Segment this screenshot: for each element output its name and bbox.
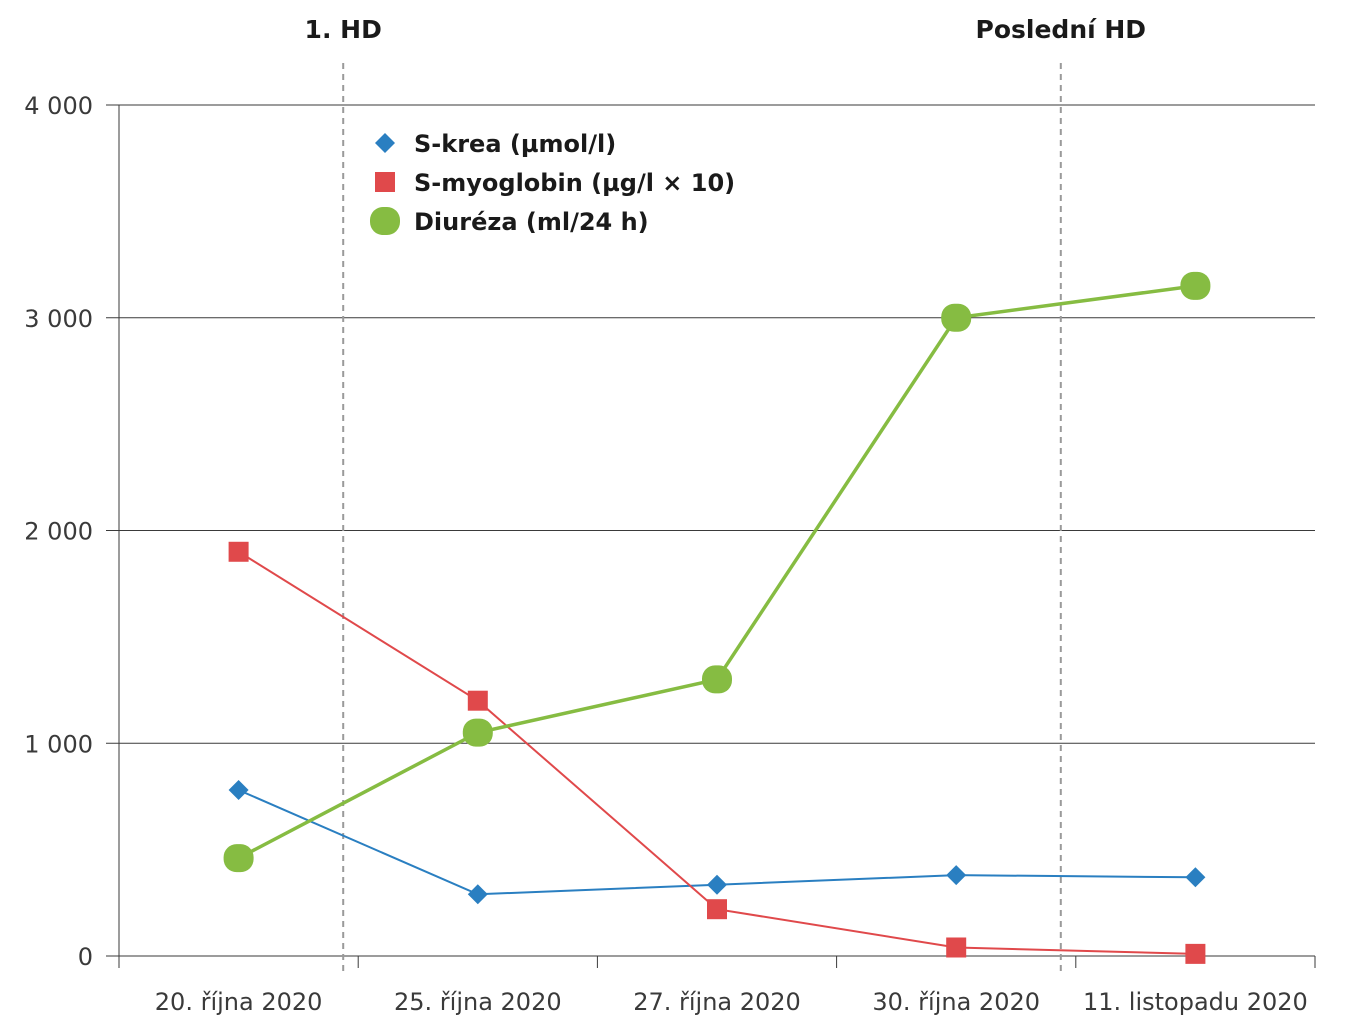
vertical-markers: 1. HD Poslední HD [305,15,1147,975]
x-tick-label: 27. října 2020 [633,988,801,1016]
x-tick-label: 30. října 2020 [872,988,1040,1016]
y-tick-label: 2 000 [24,518,93,546]
marker-label: Poslední HD [976,15,1147,44]
series-2 [223,271,1211,873]
data-point [941,303,972,332]
x-tick-label: 11. listopadu 2020 [1083,988,1308,1016]
y-tick-label: 1 000 [24,730,93,758]
data-point [1185,943,1206,964]
data-point [467,690,488,711]
axes: 0 1 000 2 000 3 000 4 000 20. října 2020 25. ř… [24,92,1316,1016]
legend-label: S-krea (µmol/l) [414,130,616,158]
data-point [707,874,727,895]
x-tick-label: 20. října 2020 [155,988,323,1016]
x-tick-label: 25. října 2020 [394,988,562,1016]
series [223,271,1211,964]
legend-marker [375,172,395,192]
data-point [223,844,254,873]
data-point [228,780,249,801]
data-point [702,665,732,694]
data-point [707,899,727,920]
series-0 [228,780,1206,905]
y-tick-label: 4 000 [24,92,93,120]
data-point [946,937,967,958]
legend-marker [370,207,400,235]
grid-lines [119,104,1315,744]
y-tick-label: 3 000 [24,305,93,333]
data-point [462,718,493,747]
series-1 [228,541,1206,964]
series-line [237,284,1196,860]
data-point [467,884,488,905]
y-tick-label: 0 [78,943,93,971]
data-point [228,541,249,562]
marker-label: 1. HD [305,15,382,44]
legend: S-krea (µmol/l) S-myoglobin (µg/l × 10) Di… [370,130,735,236]
data-point [1185,867,1206,888]
legend-label: Diuréza (ml/24 h) [414,208,649,236]
legend-label: S-myoglobin (µg/l × 10) [414,169,735,197]
legend-marker [375,133,395,153]
data-point [946,865,967,886]
data-point [1180,271,1211,300]
